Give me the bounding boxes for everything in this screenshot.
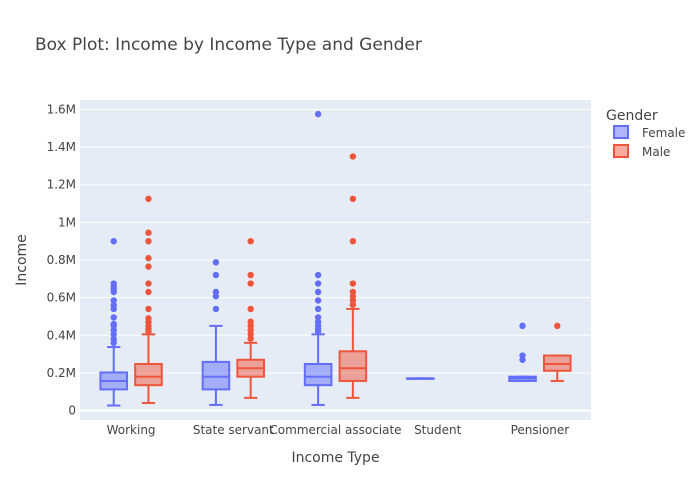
y-axis-title: Income [14, 234, 30, 286]
outlier-point [212, 271, 220, 279]
chart-title: Box Plot: Income by Income Type and Gend… [35, 35, 422, 55]
box-female-working[interactable] [99, 237, 129, 407]
outlier-point [314, 280, 322, 287]
outlier-point [519, 352, 526, 359]
outlier-point [247, 305, 254, 313]
outlier-point [314, 314, 322, 321]
outlier-point [110, 301, 117, 309]
outlier-point [145, 280, 152, 287]
y-tick-label: 0.2M [47, 366, 76, 380]
y-tick-label: 1.4M [47, 140, 76, 154]
y-tick-label: 1.6M [47, 102, 76, 116]
outlier-point [349, 288, 357, 296]
outlier-point [314, 110, 322, 118]
box-female-pensioner[interactable] [508, 322, 537, 382]
outlier-point [145, 237, 152, 245]
legend-label-male: Male [642, 145, 670, 159]
outlier-point [145, 263, 152, 270]
legend: Gender Female Male [606, 108, 685, 159]
outlier-point [145, 229, 152, 236]
outlier-point [349, 237, 357, 245]
outlier-point [110, 335, 117, 343]
outlier-point [314, 318, 322, 326]
box-male-working[interactable] [134, 195, 163, 404]
y-tick-label: 0.8M [47, 253, 76, 267]
outlier-point [314, 297, 322, 304]
outlier-point [247, 271, 254, 279]
outlier-point [145, 195, 152, 203]
x-tick-label: Pensioner [511, 423, 570, 437]
outlier-point [110, 320, 117, 328]
outlier-point [247, 237, 254, 245]
legend-swatch-female [613, 125, 629, 139]
y-axis-ticks: 0 0.2M 0.4M 0.6M 0.8M 1M 1.2M 1.4M 1.6M [47, 102, 76, 417]
y-tick-label: 0.6M [47, 291, 76, 305]
x-tick-label: Student [414, 423, 462, 437]
box-male-state-servant[interactable] [236, 237, 265, 399]
iqr-box [338, 350, 368, 382]
legend-label-female: Female [642, 126, 685, 140]
outlier-point [145, 288, 152, 296]
outlier-point [247, 280, 254, 287]
x-tick-label: State servant [193, 423, 274, 437]
y-tick-label: 0.4M [47, 328, 76, 342]
outlier-point [110, 280, 117, 287]
outlier-point [110, 297, 117, 304]
x-tick-label: Working [107, 423, 156, 437]
outlier-point [519, 322, 526, 330]
outlier-point [349, 280, 357, 287]
outlier-point [349, 153, 357, 160]
legend-title: Gender [606, 108, 658, 124]
box-female-student[interactable] [406, 377, 435, 380]
outlier-point [212, 288, 220, 296]
outlier-point [349, 195, 357, 203]
legend-swatch-male [613, 144, 629, 158]
legend-item-male[interactable]: Male [613, 144, 670, 159]
outlier-point [247, 318, 254, 325]
iqr-box [303, 363, 333, 387]
outlier-point [145, 305, 152, 313]
legend-item-female[interactable]: Female [613, 125, 685, 140]
outlier-point [145, 254, 152, 262]
box-female-state-servant[interactable] [201, 259, 231, 406]
outlier-point [212, 305, 220, 313]
iqr-box [201, 360, 231, 391]
box-female-commercial-associate[interactable] [303, 110, 333, 406]
outlier-point [110, 314, 117, 321]
outlier-point [314, 271, 322, 279]
outlier-point [145, 315, 152, 322]
y-tick-label: 0 [68, 404, 76, 418]
outlier-point [554, 322, 561, 330]
outlier-point [314, 288, 322, 296]
outlier-point [314, 305, 322, 313]
outlier-point [212, 259, 220, 266]
x-tick-label: Commercial associate [269, 423, 401, 437]
box-layer [99, 110, 572, 407]
outlier-point [110, 237, 117, 245]
box-male-commercial-associate[interactable] [338, 153, 368, 399]
y-tick-label: 1.2M [47, 178, 76, 192]
y-tick-label: 1M [58, 215, 76, 229]
gridlines [80, 108, 591, 412]
box-male-pensioner[interactable] [542, 322, 572, 382]
iqr-box [134, 363, 163, 387]
x-axis-title: Income Type [291, 450, 379, 466]
